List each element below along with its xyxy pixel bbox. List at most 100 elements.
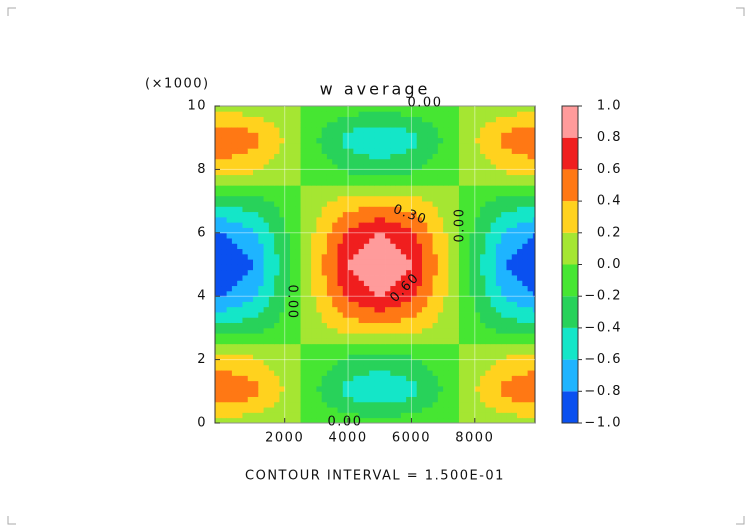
cell-part [374, 111, 381, 117]
cell-part [358, 338, 365, 345]
cell-part [215, 164, 217, 170]
cell-part [337, 338, 344, 345]
cell-part [495, 127, 502, 133]
grid-cell [522, 407, 535, 423]
cell-part [406, 354, 412, 360]
cell-part [490, 222, 497, 228]
cell-part [305, 137, 312, 144]
cell-part [453, 127, 460, 133]
cell-part [501, 391, 507, 397]
cell-part [342, 142, 349, 149]
cell-part [480, 285, 486, 292]
cell-part [300, 169, 307, 176]
cell-part [464, 211, 470, 218]
cell-part [216, 396, 222, 403]
cell-part [379, 301, 386, 308]
cell-part [263, 174, 270, 181]
cell-part [495, 164, 502, 170]
cell-part [289, 216, 296, 223]
cell-part [216, 148, 222, 154]
cell-part [279, 359, 286, 366]
cell-part [311, 158, 317, 165]
cell-part [464, 401, 470, 408]
cell-part [263, 370, 270, 376]
cell-part [469, 169, 476, 176]
cell-part [247, 301, 254, 308]
cell-part [379, 359, 386, 366]
cell-part [379, 201, 386, 207]
cell-part [474, 227, 481, 234]
cell-part [453, 111, 460, 117]
cell-part [253, 428, 259, 434]
cell-part [311, 417, 317, 423]
cell-part [258, 174, 264, 181]
cell-part [464, 412, 470, 419]
cell-part [458, 158, 465, 165]
cell-part [495, 290, 502, 297]
cell-part [379, 148, 386, 154]
cell-part [358, 142, 365, 149]
cell-part [475, 90, 481, 96]
cell-part [237, 364, 243, 371]
colorbar-band [562, 106, 578, 138]
cell-part [216, 417, 222, 423]
cell-part [517, 343, 523, 350]
cell-part [321, 206, 328, 213]
cell-part [247, 275, 254, 281]
cell-part [215, 391, 217, 397]
cell-part [268, 354, 275, 360]
cell-part [300, 322, 307, 329]
cell-part [353, 280, 360, 287]
cell-part [485, 106, 492, 112]
cell-part [311, 259, 317, 265]
cell-part [221, 375, 228, 382]
cell-part [226, 391, 233, 397]
cell-part [474, 375, 481, 382]
cell-part [263, 243, 270, 250]
cell-part [506, 333, 513, 339]
cell-part [274, 158, 280, 165]
cell-part [400, 179, 407, 186]
cell-part [485, 275, 492, 281]
cell-part [538, 148, 544, 154]
cell-part [385, 211, 391, 218]
cell-part [300, 354, 307, 360]
cell-part [395, 280, 402, 287]
cell-part [448, 111, 455, 117]
cell-part [216, 275, 222, 281]
cell-part [527, 322, 534, 329]
cell-part [538, 328, 544, 334]
cell-part [237, 248, 243, 255]
cell-part [458, 216, 465, 223]
cell-part [448, 121, 455, 128]
cell-part [385, 338, 391, 345]
cell-part [379, 253, 386, 260]
cell-part [258, 301, 264, 308]
cell-part [295, 370, 301, 376]
cell-part [480, 264, 486, 271]
cell-part [374, 349, 381, 355]
cell-part [400, 153, 407, 160]
cell-part [427, 238, 433, 244]
cell-part [274, 185, 280, 191]
cell-part [458, 190, 465, 197]
cell-part [348, 349, 354, 355]
cell-part [363, 412, 370, 419]
cell-part [326, 142, 333, 149]
cell-part [416, 364, 423, 371]
cell-part [369, 417, 375, 423]
cell-part [289, 280, 296, 287]
cell-part [237, 158, 243, 165]
cell-part [369, 434, 375, 440]
cell-part [332, 253, 338, 260]
cell-part [522, 216, 529, 223]
cell-part [485, 359, 492, 366]
cell-part [348, 296, 354, 302]
cell-part [501, 158, 507, 165]
cell-part [527, 137, 534, 144]
cell-part [495, 317, 502, 324]
cell-part [316, 312, 323, 318]
cell-part [390, 121, 396, 128]
cell-part [411, 327, 418, 334]
cell-part [326, 211, 333, 218]
